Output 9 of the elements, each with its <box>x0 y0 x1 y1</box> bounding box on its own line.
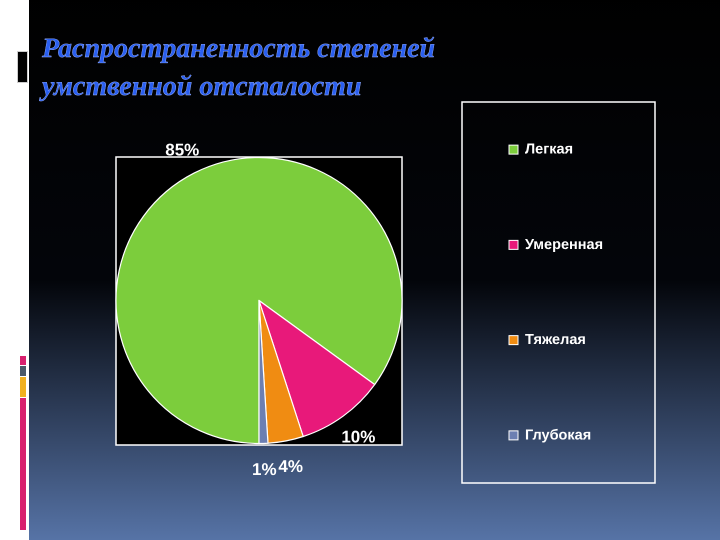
chart-title: Распространенность степеней умственной отсталости <box>39 33 436 102</box>
data-label: 4% <box>278 457 303 476</box>
data-label: 85% <box>165 140 200 160</box>
legend-label: Легкая <box>525 142 574 158</box>
data-label: 10% <box>341 428 376 447</box>
legend-label: Глубокая <box>525 427 592 444</box>
legend-label: Умеренная <box>525 236 604 253</box>
data-label: 1% <box>252 460 277 479</box>
legend-label: Тяжелая <box>525 332 586 348</box>
